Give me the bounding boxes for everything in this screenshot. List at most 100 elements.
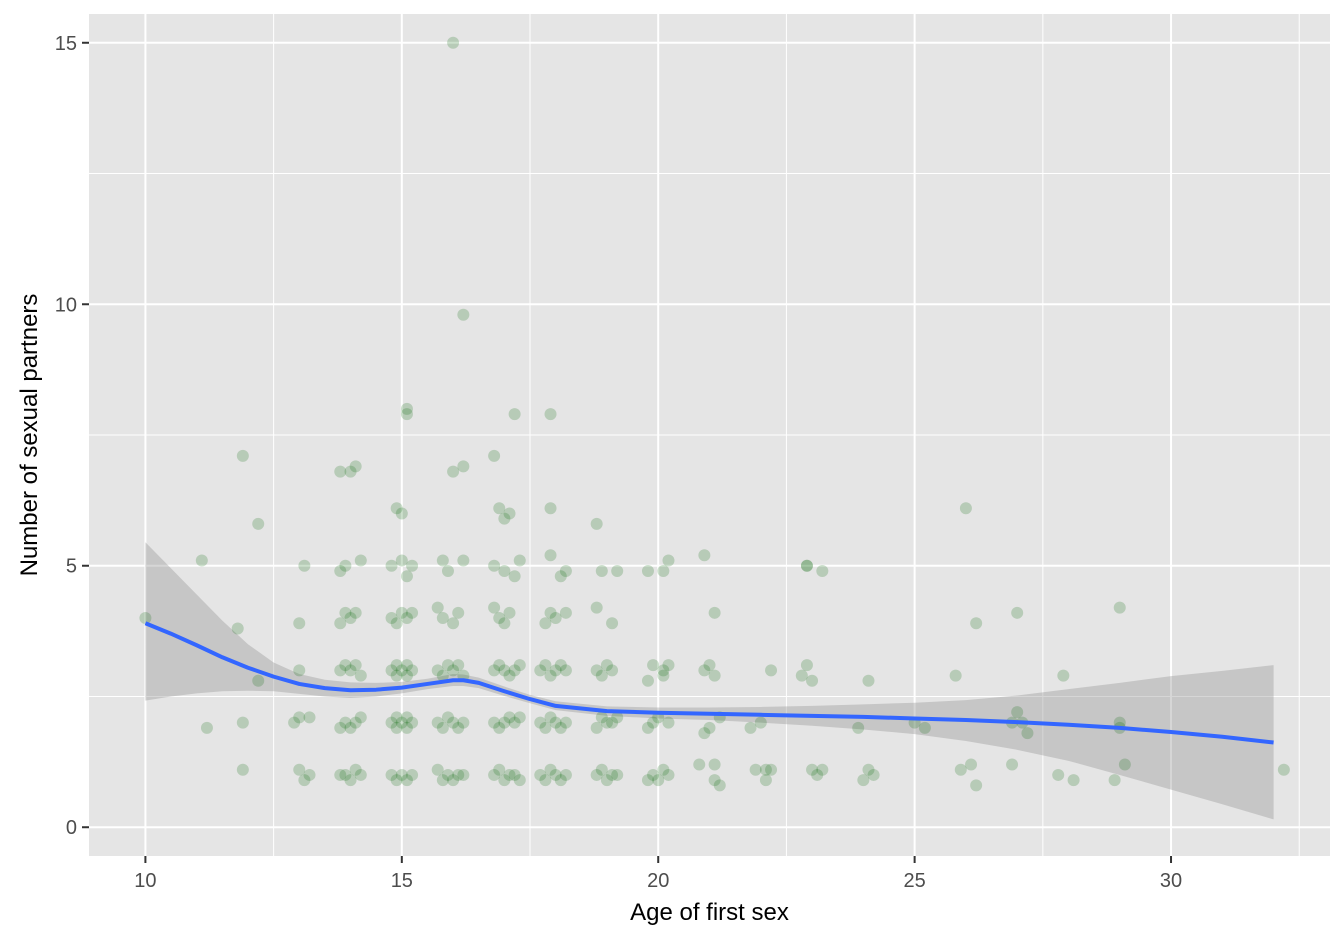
- data-point: [795, 669, 808, 682]
- y-tick-label: 0: [66, 817, 77, 839]
- data-point: [611, 711, 624, 724]
- data-point: [641, 721, 654, 734]
- y-axis-title: Number of sexual partners: [16, 294, 43, 577]
- data-point: [447, 617, 460, 630]
- data-point: [436, 554, 449, 567]
- data-point: [641, 774, 654, 787]
- data-point: [657, 564, 670, 577]
- data-point: [559, 606, 572, 619]
- data-point: [595, 669, 608, 682]
- data-point: [508, 570, 521, 583]
- data-point: [713, 779, 726, 792]
- data-point: [600, 659, 613, 672]
- data-point: [339, 559, 352, 572]
- data-point: [513, 659, 526, 672]
- data-point: [606, 617, 619, 630]
- data-point: [344, 612, 357, 625]
- data-point: [390, 659, 403, 672]
- data-point: [862, 763, 875, 776]
- data-point: [1052, 768, 1065, 781]
- data-point: [447, 36, 460, 49]
- data-point: [385, 559, 398, 572]
- data-point: [693, 758, 706, 771]
- grid-major: [89, 14, 1330, 856]
- data-point: [488, 559, 501, 572]
- smooth-line-layer: [144, 621, 1274, 745]
- data-point: [970, 617, 983, 630]
- data-point: [1011, 606, 1024, 619]
- data-point: [406, 768, 419, 781]
- data-point: [447, 716, 460, 729]
- data-point: [857, 774, 870, 787]
- data-point: [493, 763, 506, 776]
- data-point: [395, 606, 408, 619]
- data-point: [452, 768, 465, 781]
- data-point: [488, 449, 501, 462]
- data-point: [1006, 758, 1019, 771]
- data-point: [662, 554, 675, 567]
- data-point: [236, 716, 249, 729]
- data-point: [293, 763, 306, 776]
- data-point: [385, 664, 398, 677]
- data-point: [395, 768, 408, 781]
- data-point: [354, 554, 367, 567]
- data-point: [493, 612, 506, 625]
- y-tick-label: 5: [66, 556, 77, 578]
- data-point: [457, 554, 470, 567]
- data-point: [498, 512, 511, 525]
- data-point: [590, 721, 603, 734]
- data-point: [452, 659, 465, 672]
- data-point: [708, 774, 721, 787]
- data-point: [508, 716, 521, 729]
- data-point: [554, 570, 567, 583]
- data-point: [595, 564, 608, 577]
- data-point: [590, 664, 603, 677]
- data-point: [600, 774, 613, 787]
- data-point: [508, 408, 521, 421]
- data-point: [431, 716, 444, 729]
- data-point: [503, 507, 516, 520]
- data-point: [493, 502, 506, 515]
- data-point: [303, 768, 316, 781]
- data-point: [354, 711, 367, 724]
- data-point: [559, 664, 572, 677]
- data-point: [447, 774, 460, 787]
- data-point: [236, 763, 249, 776]
- data-point: [539, 721, 552, 734]
- data-point: [354, 768, 367, 781]
- data-point: [647, 768, 660, 781]
- data-point: [503, 669, 516, 682]
- data-point: [406, 559, 419, 572]
- data-point: [862, 674, 875, 687]
- data-point: [513, 711, 526, 724]
- data-point: [488, 716, 501, 729]
- data-point: [708, 669, 721, 682]
- data-point: [590, 601, 603, 614]
- data-point: [513, 554, 526, 567]
- data-point: [339, 716, 352, 729]
- data-point: [441, 711, 454, 724]
- data-point: [334, 721, 347, 734]
- data-point: [1011, 706, 1024, 719]
- data-point: [503, 711, 516, 724]
- data-point: [349, 763, 362, 776]
- data-point: [708, 758, 721, 771]
- data-point: [395, 507, 408, 520]
- data-point: [954, 763, 967, 776]
- data-point: [390, 711, 403, 724]
- data-point: [390, 617, 403, 630]
- data-point: [354, 669, 367, 682]
- data-point: [406, 606, 419, 619]
- data-point: [965, 758, 978, 771]
- data-point: [544, 763, 557, 776]
- data-point: [339, 659, 352, 672]
- points-layer: [139, 36, 1290, 792]
- data-point: [457, 308, 470, 321]
- data-point: [498, 716, 511, 729]
- data-point: [447, 465, 460, 478]
- y-tick-label: 10: [55, 294, 77, 316]
- data-point: [703, 721, 716, 734]
- x-axis-title: Age of first sex: [630, 899, 789, 926]
- data-point: [334, 768, 347, 781]
- data-point: [231, 622, 244, 635]
